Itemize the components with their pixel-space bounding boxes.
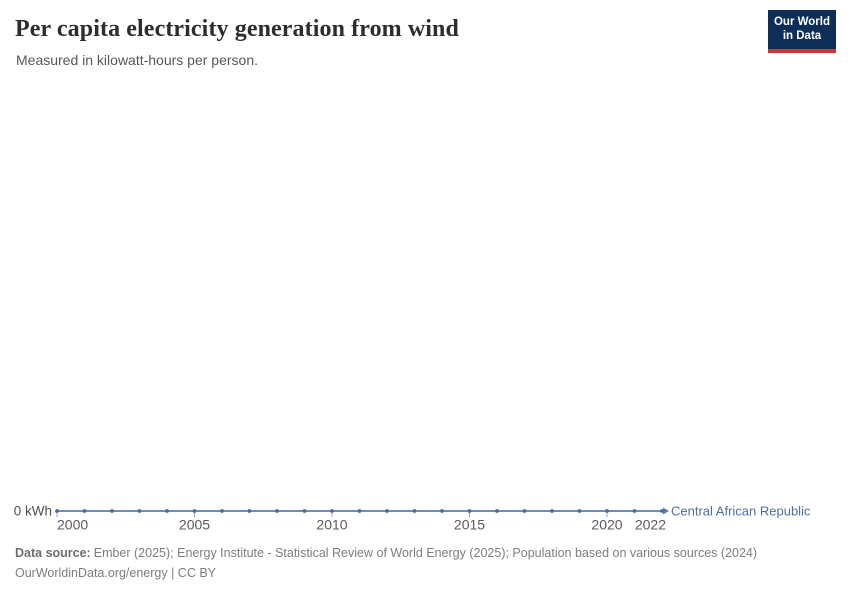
x-axis-label: 2000 <box>57 517 88 533</box>
data-point[interactable] <box>192 509 197 513</box>
data-point[interactable] <box>522 509 527 513</box>
data-point[interactable] <box>165 509 169 513</box>
data-point[interactable] <box>55 509 59 513</box>
data-point[interactable] <box>110 509 114 513</box>
data-source-line: Data source: Ember (2025); Energy Institu… <box>15 543 835 563</box>
data-point[interactable] <box>385 509 389 513</box>
data-point[interactable] <box>495 509 499 513</box>
license-link[interactable]: OurWorldinData.org/energy | CC BY <box>15 566 217 580</box>
owid-logo[interactable]: Our World in Data <box>768 10 836 53</box>
data-point[interactable] <box>632 509 637 513</box>
data-point[interactable] <box>330 509 334 513</box>
data-point[interactable] <box>550 509 554 513</box>
owid-logo-line1: Our World <box>773 16 830 28</box>
data-source-label: Data source: <box>15 546 91 560</box>
data-point[interactable] <box>660 509 664 513</box>
data-point[interactable] <box>440 509 444 513</box>
data-point[interactable] <box>577 509 582 513</box>
chart-subtitle: Measured in kilowatt-hours per person. <box>16 52 259 68</box>
line-end-arrow-icon <box>663 507 669 515</box>
x-axis-label: 2020 <box>591 517 622 533</box>
x-axis-label: 2010 <box>316 517 347 533</box>
x-axis-label: 2005 <box>179 517 210 533</box>
chart-title: Per capita electricity generation from w… <box>15 16 459 42</box>
data-point[interactable] <box>220 509 224 513</box>
data-point[interactable] <box>357 509 362 513</box>
data-point[interactable] <box>82 509 87 513</box>
data-point[interactable] <box>467 509 472 513</box>
x-axis-label: 2015 <box>454 517 485 533</box>
data-point[interactable] <box>137 509 142 513</box>
data-point[interactable] <box>275 509 279 513</box>
entity-label[interactable]: Central African Republic <box>671 504 811 519</box>
data-point[interactable] <box>605 509 609 513</box>
chart-footer: Data source: Ember (2025); Energy Institu… <box>15 543 835 583</box>
owid-logo-line2: in Data <box>782 29 822 42</box>
data-point[interactable] <box>247 509 252 513</box>
x-axis-label: 2022 <box>635 517 666 533</box>
data-point[interactable] <box>412 509 417 513</box>
y-axis-label: 0 kWh <box>14 504 52 519</box>
data-source-text: Ember (2025); Energy Institute - Statist… <box>93 546 758 560</box>
data-point[interactable] <box>302 509 307 513</box>
